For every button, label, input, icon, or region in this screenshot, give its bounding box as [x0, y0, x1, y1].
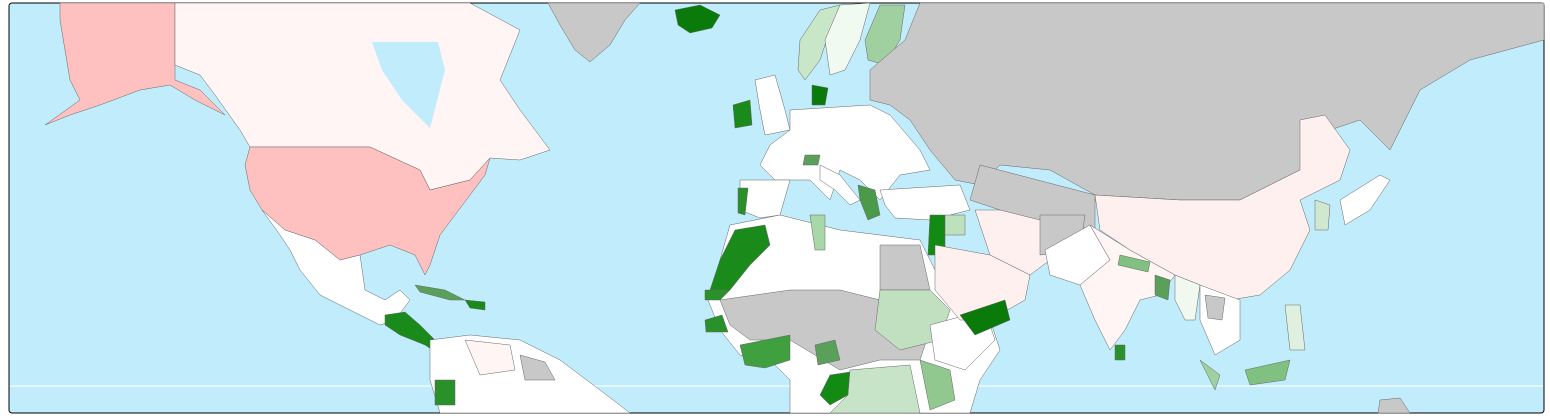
ireland — [732, 99, 753, 129]
central-africa — [829, 364, 921, 414]
alaska — [44, 2, 226, 126]
hispaniola — [464, 299, 486, 311]
sweden — [824, 2, 871, 76]
sumatra — [1199, 359, 1221, 391]
colombia — [464, 339, 516, 376]
malaysia — [1244, 359, 1291, 386]
sri-lanka — [1114, 344, 1126, 361]
greenland — [547, 2, 641, 63]
switzerland — [802, 154, 821, 166]
continental-europe — [759, 104, 931, 201]
japan — [1339, 174, 1391, 226]
ecuador — [434, 379, 456, 406]
iceland — [674, 4, 721, 34]
tunisia — [809, 214, 826, 251]
italy — [819, 164, 861, 206]
yemen — [959, 299, 1011, 336]
senegal — [704, 314, 729, 333]
kenya — [919, 359, 956, 411]
nepal — [1117, 254, 1151, 273]
myanmar — [1174, 274, 1201, 321]
west-africa — [739, 334, 791, 369]
denmark — [811, 84, 829, 106]
syria — [944, 214, 966, 236]
venezuela — [519, 354, 556, 381]
greece — [857, 184, 881, 221]
mexico — [261, 209, 411, 326]
bangladesh — [1154, 274, 1171, 301]
finland — [864, 4, 906, 66]
cuba — [414, 284, 466, 301]
korea — [1314, 199, 1331, 231]
philippines — [1284, 304, 1306, 351]
thailand — [1204, 294, 1226, 321]
congo — [819, 371, 851, 406]
papua — [1377, 397, 1411, 414]
morocco — [709, 224, 771, 291]
nigeria — [814, 339, 841, 366]
portugal — [737, 187, 749, 216]
norway — [797, 4, 841, 81]
china — [1094, 114, 1351, 301]
hudson-bay — [372, 42, 445, 128]
